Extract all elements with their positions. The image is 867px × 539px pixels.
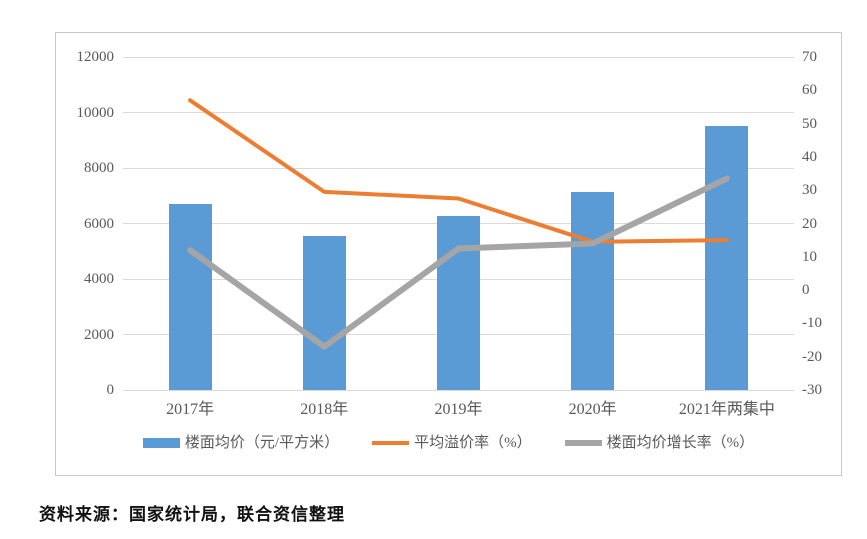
gridline xyxy=(123,112,794,113)
bar xyxy=(302,235,346,390)
x-axis-label: 2017年 xyxy=(166,401,215,418)
right-axis-tick: 50 xyxy=(802,115,817,132)
line-series-swatch-icon xyxy=(372,441,410,445)
source-note: 资料来源：国家统计局，联合资信整理 xyxy=(39,505,345,524)
legend-label: 楼面均价（元/平方米） xyxy=(184,435,340,451)
legend-item-premium-rate: 平均溢价率（%） xyxy=(372,433,532,453)
right-axis-tick: 20 xyxy=(802,215,817,232)
right-axis-tick: 70 xyxy=(802,49,817,65)
gridline xyxy=(123,167,794,169)
legend-label: 平均溢价率（%） xyxy=(414,435,532,451)
left-axis-tick: 6000 xyxy=(84,215,114,232)
bar-series-swatch-icon xyxy=(142,438,180,448)
legend-item-floor-price: 楼面均价（元/平方米） xyxy=(142,433,340,453)
x-axis-label: 2021年两集中 xyxy=(678,401,775,418)
bar xyxy=(571,191,615,390)
right-axis-tick: 0 xyxy=(802,282,810,299)
right-axis-tick: -10 xyxy=(802,315,822,332)
x-axis-label: 2018年 xyxy=(300,401,349,418)
gridline xyxy=(123,56,794,58)
bar xyxy=(168,204,212,390)
left-axis-tick: 4000 xyxy=(84,271,114,287)
left-axis-tick: 2000 xyxy=(84,326,114,343)
right-axis-tick: 60 xyxy=(802,82,817,99)
gridline xyxy=(123,389,794,391)
right-axis-tick: 10 xyxy=(802,248,817,265)
left-axis-tick: 10000 xyxy=(76,104,115,121)
legend: 楼面均价（元/平方米） 平均溢价率（%） 楼面均价增长率（%） xyxy=(56,433,841,453)
right-axis-tick: -30 xyxy=(802,382,822,398)
line-series-2 xyxy=(187,175,730,350)
chart-frame: 楼面均价（元/平方米） 平均溢价率（%） 楼面均价增长率（%） 12000 100… xyxy=(55,32,842,476)
left-axis-tick: 8000 xyxy=(84,160,114,176)
line-series-swatch-icon xyxy=(564,440,602,446)
right-axis-tick: 30 xyxy=(802,182,817,199)
left-axis-tick: 12000 xyxy=(76,49,115,65)
line-series-1 xyxy=(188,98,729,244)
right-axis-tick: 40 xyxy=(802,148,817,165)
line-series-layer xyxy=(187,98,730,350)
legend-item-growth-rate: 楼面均价增长率（%） xyxy=(564,433,755,453)
left-axis-tick: 0 xyxy=(106,382,115,398)
plot-area xyxy=(123,56,794,391)
legend-label: 楼面均价增长率（%） xyxy=(606,435,755,451)
bar xyxy=(705,125,749,390)
right-axis-tick: -20 xyxy=(802,348,822,365)
x-axis-label: 2020年 xyxy=(568,401,617,418)
bar xyxy=(437,215,480,390)
x-axis-label: 2019年 xyxy=(434,401,483,418)
